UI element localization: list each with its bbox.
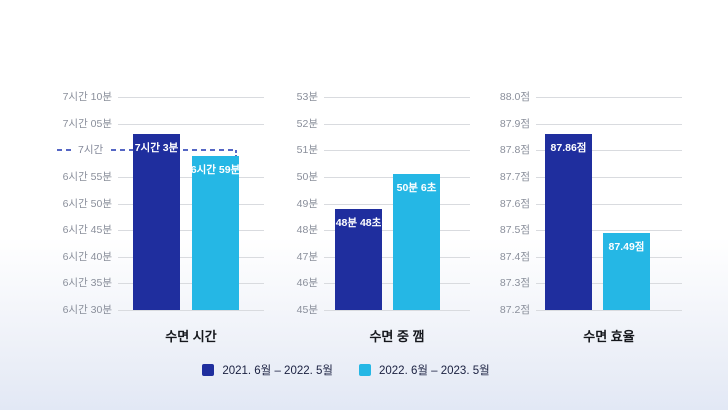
y-axis-tick-label: 7시간 05분 — [62, 117, 112, 130]
legend-item: 2022. 6월 – 2023. 5월 — [359, 362, 490, 378]
grid-line — [118, 310, 264, 311]
bar-value-label: 7시간 3분 — [134, 142, 179, 155]
bar-value-label: 50분 6초 — [396, 182, 437, 195]
grid-line — [324, 310, 470, 311]
bar: 7시간 3분 — [133, 134, 180, 310]
bar: 87.49점 — [603, 232, 650, 310]
legend-item: 2021. 6월 – 2022. 5월 — [202, 362, 333, 378]
y-axis-tick-label: 87.7점 — [499, 170, 530, 183]
bar-value-label: 48분 48초 — [335, 216, 382, 229]
grid-line — [324, 97, 470, 98]
y-axis-tick-label: 46분 — [296, 277, 318, 290]
grid-line — [118, 97, 264, 98]
grid-line — [536, 176, 682, 178]
y-axis-tick-label: 6시간 40분 — [62, 250, 112, 263]
grid-line — [324, 123, 470, 125]
y-axis-tick-label: 88.0점 — [499, 91, 530, 103]
y-axis-tick-label: 87.9점 — [499, 117, 530, 130]
reference-tick-label: 7시간 — [74, 143, 108, 158]
y-axis-tick-label: 52분 — [296, 117, 318, 130]
bar: 48분 48초 — [335, 208, 382, 310]
y-axis-tick-label: 6시간 55분 — [62, 170, 112, 183]
x-axis-category-label: 수면 시간 — [165, 329, 217, 344]
chart-legend: 2021. 6월 – 2022. 5월 2022. 6월 – 2023. 5월 — [0, 362, 710, 378]
y-axis-tick-label: 49분 — [296, 197, 318, 210]
y-axis-tick-label: 87.8점 — [499, 144, 530, 157]
grid-line — [118, 256, 264, 258]
y-axis-tick-label: 45분 — [296, 304, 318, 316]
legend-label: 2021. 6월 – 2022. 5월 — [222, 365, 333, 377]
grid-line — [118, 203, 264, 205]
y-axis-tick-label: 87.4점 — [499, 250, 530, 263]
y-axis-tick-label: 47분 — [296, 250, 318, 263]
y-axis-tick-label: 53분 — [296, 91, 318, 103]
y-axis-tick-label: 87.3점 — [499, 277, 530, 290]
grid-line — [118, 123, 264, 125]
y-axis-tick-label: 7시간 10분 — [62, 91, 112, 103]
y-axis-tick-label: 87.2점 — [499, 304, 530, 316]
bar: 87.86점 — [545, 134, 592, 310]
y-axis-tick-label: 48분 — [296, 224, 318, 237]
grid-line — [536, 97, 682, 98]
y-axis-tick-label: 6시간 35분 — [62, 277, 112, 290]
chart-panel: 53분 52분 51분 50분 49분 48분 47분 46분 45분 48분 48초 50분 6초… — [233, 0, 470, 360]
grid-line — [118, 176, 264, 178]
grid-line — [324, 150, 470, 152]
y-axis-tick-label: 6시간 50분 — [62, 197, 112, 210]
chart-panel: 7시간 10분 7시간 05분 7시간 6시간 55분 6시간 50분 6시간 45분 6시… — [27, 0, 264, 360]
bar-value-label: 87.86점 — [550, 142, 587, 155]
legend-swatch-icon — [359, 364, 371, 376]
bar-value-label: 6시간 59분 — [190, 163, 241, 176]
bar: 50분 6초 — [393, 174, 440, 310]
y-axis-tick-label: 6시간 45분 — [62, 224, 112, 237]
legend-swatch-icon — [202, 364, 215, 376]
legend-label: 2022. 6월 – 2023. 5월 — [379, 365, 490, 377]
y-axis-tick-label: 51분 — [296, 144, 318, 157]
y-axis-tick-label: 50분 — [296, 170, 318, 183]
grid-line — [536, 310, 682, 311]
x-axis-category-label: 수면 효율 — [583, 329, 635, 344]
grid-line — [536, 230, 682, 232]
y-axis-tick-label: 87.5점 — [499, 224, 530, 237]
grid-line — [118, 230, 264, 232]
grid-line — [536, 150, 682, 152]
chart-panel: 88.0점 87.9점 87.8점 87.7점 87.6점 87.5점 87.4점 87.3점… — [445, 0, 682, 360]
x-axis-category-label: 수면 중 깸 — [369, 329, 425, 344]
y-axis-tick-label: 87.6점 — [499, 197, 530, 210]
bar-value-label: 87.49점 — [608, 240, 645, 253]
reference-line-elbow — [235, 150, 237, 158]
bar: 6시간 59분 — [190, 155, 241, 310]
grid-line — [536, 203, 682, 205]
grid-line — [536, 123, 682, 125]
y-axis-tick-label: 6시간 30분 — [62, 304, 112, 316]
grid-line — [118, 283, 264, 285]
